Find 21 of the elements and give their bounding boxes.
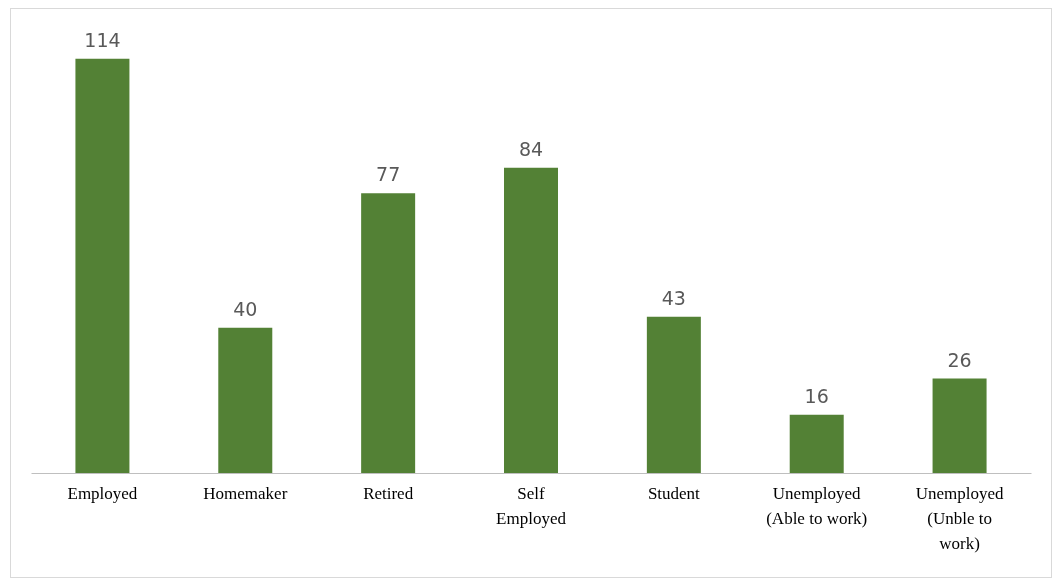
bar [789,414,844,473]
x-tick-label: Employed [67,483,138,503]
bar [504,167,558,473]
data-label: 43 [661,286,686,309]
data-label: 16 [804,384,829,407]
x-tick-label: Retired [363,483,414,503]
bar [361,193,416,473]
bar [932,378,987,473]
data-label: 77 [376,163,401,186]
x-tick-label: Homemaker [203,483,288,503]
x-tick-label: Student [647,483,701,503]
x-tick-label: Unemployed (Unble to work) [915,483,1004,553]
x-tick-label: Self Employed [496,483,567,528]
bar [218,327,273,473]
data-label: 26 [947,348,972,371]
bar [646,316,701,473]
data-label: 84 [518,137,544,160]
data-label: 40 [233,297,258,320]
x-tick-label: Unemployed (Able to work) [766,483,868,528]
data-label: 114 [84,28,121,51]
bar [75,58,130,473]
